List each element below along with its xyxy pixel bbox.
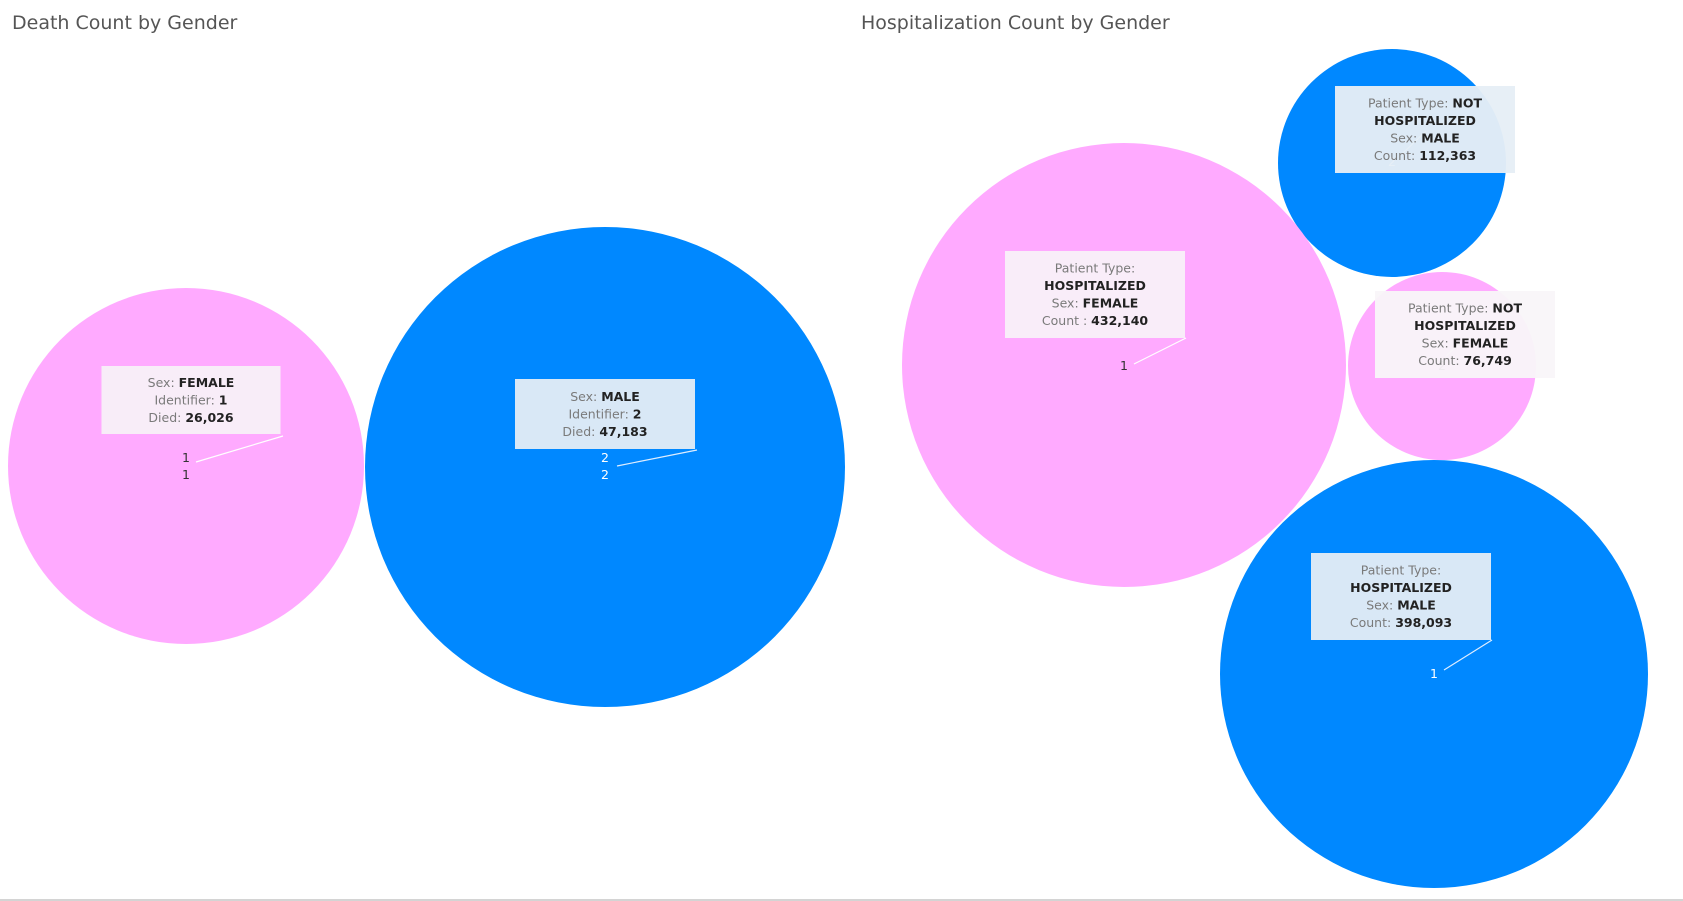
hosp-male-hosp-annotation-box [1311,553,1491,640]
death-male-mark-label: 2 [601,467,609,482]
hosp-male-hosp-annotation: Patient Type: HOSPITALIZED Sex: MALE Count:… [1311,553,1491,640]
death-female-annotation-line: Identifier: 1 [155,392,228,407]
death-chart-title: Death Count by Gender [12,12,238,34]
death-male-annotation: Sex: MALE Identifier: 2 Died: 47,183 [515,379,695,449]
death-female-bubble[interactable] [8,288,364,644]
death-female-mark-label: 1 [182,450,190,465]
hosp-male-not-annotation-line: Patient Type: NOT [1368,96,1482,111]
hospitalization-chart-title: Hospitalization Count by Gender [861,12,1170,34]
death-male-mark-label: 2 [601,450,609,465]
death-female-annotation-box [101,366,281,434]
hosp-female-hosp-annotation: Patient Type: HOSPITALIZED Sex: FEMALE Coun… [1005,251,1185,338]
death-female-leader-line [195,435,284,463]
bottom-divider [0,899,1683,901]
hosp-female-not-annotation-line: Sex: FEMALE [1422,336,1509,351]
death-male-annotation-box [515,379,695,449]
death-male-annotation-line: Sex: MALE [570,389,640,404]
death-male-bubble[interactable] [365,227,845,707]
hosp-female-not-annotation: Patient Type: NOT HOSPITALIZED Sex: FEMALE… [1375,291,1555,378]
death-female-annotation-line: Sex: FEMALE [148,375,235,390]
hosp-male-not-annotation-box [1335,86,1515,173]
hosp-female-not-annotation-box [1375,291,1555,378]
hosp-female-hosp-annotation-line: Count : 432,140 [1042,313,1149,328]
hosp-female-hosp-leader-line [1133,337,1187,365]
hosp-female-not-annotation-line: Count: 76,749 [1418,353,1512,368]
hosp-male-hosp-annotation-line: HOSPITALIZED [1350,580,1452,595]
death-male-leader-line [616,449,698,467]
hosp-female-hosp-annotation-line: Patient Type: [1055,261,1135,276]
hosp-female-hosp-annotation-line: Sex: FEMALE [1052,296,1139,311]
hosp-male-not-annotation-line: Sex: MALE [1390,131,1460,146]
death-female-mark-label: 1 [182,467,190,482]
hosp-male-hosp-annotation-line: Sex: MALE [1366,598,1436,613]
death-female-annotation: Sex: FEMALE Identifier: 1 Died: 26,026 [101,366,281,434]
hosp-male-hosp-annotation-line: Count: 398,093 [1350,615,1452,630]
hosp-male-not-annotation: Patient Type: NOT HOSPITALIZED Sex: MALE Co… [1335,86,1515,173]
hosp-female-hosp-mark-label: 1 [1120,358,1128,373]
hosp-male-hosp-mark-label: 1 [1430,666,1438,681]
death-male-annotation-line: Died: 47,183 [562,424,647,439]
hosp-female-hosp-annotation-box [1005,251,1185,338]
hosp-female-hosp-annotation-line: HOSPITALIZED [1044,278,1146,293]
death-female-annotation-line: Died: 26,026 [148,410,233,425]
hosp-female-not-annotation-line: HOSPITALIZED [1414,318,1516,333]
hosp-male-hosp-annotation-line: Patient Type: [1361,563,1441,578]
hosp-male-hosp-leader-line [1443,639,1493,671]
death-male-annotation-line: Identifier: 2 [569,406,642,421]
hosp-male-not-annotation-line: Count: 112,363 [1374,148,1476,163]
hosp-male-not-annotation-line: HOSPITALIZED [1374,113,1476,128]
hosp-female-not-annotation-line: Patient Type: NOT [1408,301,1522,316]
